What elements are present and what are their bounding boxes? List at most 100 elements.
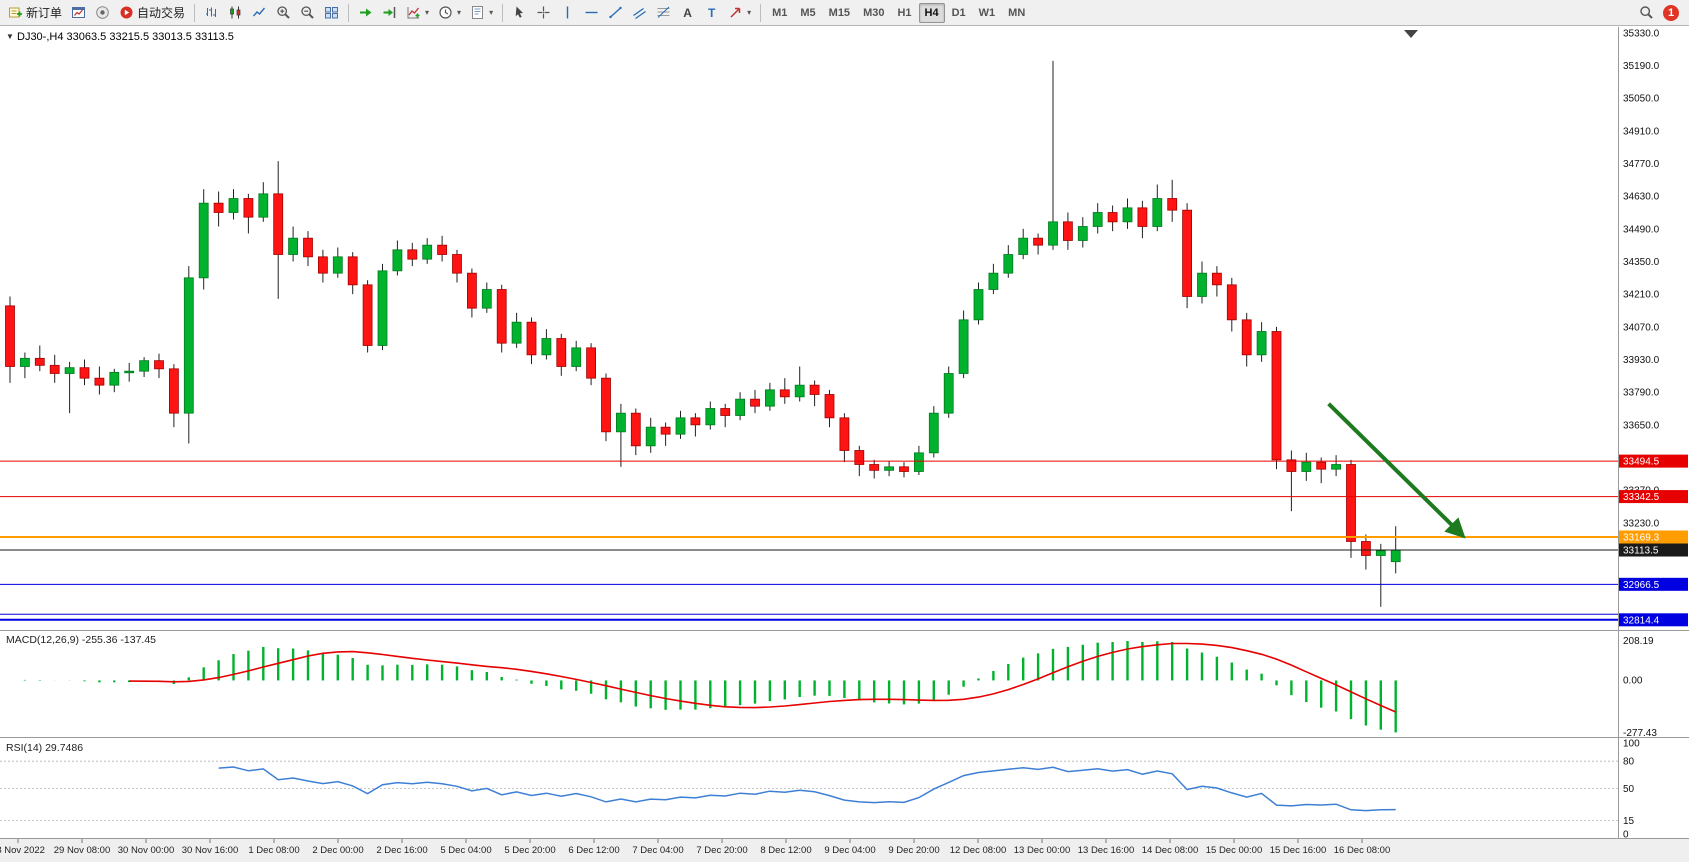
price-tick: 35050.0 <box>1623 94 1660 105</box>
fibonacci-button[interactable] <box>652 1 675 25</box>
price-tick: 34070.0 <box>1623 322 1660 333</box>
channel-button[interactable] <box>628 1 651 25</box>
time-tick: 9 Dec 20:00 <box>888 845 939 856</box>
horizontal-line-button[interactable] <box>580 1 603 25</box>
bar-chart-button[interactable] <box>200 1 223 25</box>
auto-scroll-icon <box>358 5 373 20</box>
timeframe-w1-button[interactable]: W1 <box>978 6 996 19</box>
timeframe-d1-button[interactable]: D1 <box>951 6 966 19</box>
channel-icon <box>632 5 647 20</box>
price-label: 32814.4 <box>1623 615 1660 626</box>
toolbar-separator <box>194 3 196 22</box>
macd-tick: 0.00 <box>1623 675 1643 686</box>
time-tick: 8 Dec 12:00 <box>760 845 811 856</box>
vline-icon <box>560 5 575 20</box>
hline-icon <box>584 5 599 20</box>
price-label: 33169.3 <box>1623 532 1660 543</box>
time-tick: 2 Dec 00:00 <box>312 845 363 856</box>
collapse-triangle-icon[interactable]: ▼ <box>6 32 14 41</box>
tile-windows-button[interactable] <box>320 1 343 25</box>
time-tick: 6 Dec 12:00 <box>568 845 619 856</box>
price-label: 33342.5 <box>1623 492 1660 503</box>
zoom-in-button[interactable] <box>272 1 295 25</box>
time-tick: 7 Dec 04:00 <box>632 845 683 856</box>
price-tick: 33790.0 <box>1623 388 1660 399</box>
chevron-down-icon[interactable]: ▾ <box>489 8 494 17</box>
vertical-line-button[interactable] <box>556 1 579 25</box>
cursor-button[interactable] <box>508 1 531 25</box>
chevron-down-icon[interactable]: ▾ <box>457 8 462 17</box>
rsi-tick: 0 <box>1623 830 1629 841</box>
toolbar-separator <box>760 3 762 22</box>
arrows-button[interactable]: ▾ <box>724 1 755 25</box>
indicators-button[interactable]: ▾ <box>402 1 433 25</box>
auto-scroll-button[interactable] <box>354 1 377 25</box>
time-tick: 1 Dec 08:00 <box>248 845 299 856</box>
time-tick: 7 Dec 20:00 <box>696 845 747 856</box>
time-tick: 13 Dec 00:00 <box>1014 845 1071 856</box>
bars-icon <box>204 5 219 20</box>
trendline-button[interactable] <box>604 1 627 25</box>
time-axis[interactable] <box>0 839 1689 862</box>
line-chart-button[interactable] <box>248 1 271 25</box>
auto-trading-button-label: 自动交易 <box>137 6 186 20</box>
trend-arrow-annotation[interactable] <box>1327 402 1466 539</box>
new-order-button-label: 新订单 <box>26 6 63 20</box>
candlestick-chart-button[interactable] <box>224 1 247 25</box>
price-tick: 34350.0 <box>1623 257 1660 268</box>
chevron-down-icon[interactable]: ▾ <box>425 8 430 17</box>
time-tick: 14 Dec 08:00 <box>1142 845 1199 856</box>
line-chart-icon <box>252 5 267 20</box>
timeframe-h4-button[interactable]: H4 <box>918 2 945 23</box>
metaeditor-button[interactable] <box>91 1 114 25</box>
price-chart[interactable]: 35330.0 35190.0 35050.0 34910.0 34770.0 34630… <box>0 27 1689 862</box>
time-tick: 5 Dec 04:00 <box>440 845 491 856</box>
macd-tick: 208.19 <box>1623 636 1654 647</box>
timeframe-m1-button[interactable]: M1 <box>772 6 788 19</box>
auto-trading-button[interactable]: 自动交易 <box>115 1 189 25</box>
time-tick: 15 Dec 16:00 <box>1270 845 1327 856</box>
price-tick: 34490.0 <box>1623 224 1660 235</box>
chevron-down-icon[interactable]: ▾ <box>747 8 752 17</box>
timeframe-m15-button[interactable]: M15 <box>828 6 851 19</box>
chart-shift-button[interactable] <box>378 1 401 25</box>
crosshair-button[interactable] <box>532 1 555 25</box>
new-chart-button[interactable] <box>67 1 90 25</box>
chart-title: DJ30-,H4 33063.5 33215.5 33013.5 33113.5 <box>17 31 234 43</box>
chart-shift-icon <box>382 5 397 20</box>
svg-text:T: T <box>708 6 716 20</box>
macd-histogram <box>23 641 1397 733</box>
price-tick: 34910.0 <box>1623 126 1660 137</box>
zoom-out-icon <box>300 5 315 20</box>
zoom-out-button[interactable] <box>296 1 319 25</box>
timeframe-h1-button[interactable]: H1 <box>897 6 912 19</box>
timeframe-mn-button[interactable]: MN <box>1008 6 1026 19</box>
toolbar-separator <box>348 3 350 22</box>
toolbar-separator <box>502 3 504 22</box>
new-chart-icon <box>71 5 86 20</box>
rsi-line <box>218 766 1396 812</box>
price-label-box <box>1619 543 1688 557</box>
text-icon: A <box>680 5 695 20</box>
price-tick: 33930.0 <box>1623 355 1660 366</box>
templates-button[interactable]: ▾ <box>466 1 497 25</box>
time-tick: 30 Nov 00:00 <box>118 845 175 856</box>
chart-area: 35330.0 35190.0 35050.0 34910.0 34770.0 34630… <box>0 27 1689 862</box>
text-button[interactable]: A <box>676 1 699 25</box>
notification-badge[interactable]: 1 <box>1663 4 1679 21</box>
rsi-tick: 50 <box>1623 784 1635 795</box>
price-tick: 34630.0 <box>1623 192 1660 203</box>
periods-button[interactable]: ▾ <box>434 1 465 25</box>
clock-icon <box>438 5 453 20</box>
text-label-button[interactable]: T <box>700 1 723 25</box>
search-button[interactable] <box>1635 1 1658 25</box>
price-tick: 33650.0 <box>1623 420 1660 431</box>
search-icon <box>1639 5 1654 20</box>
macd-tick: -277.43 <box>1623 728 1657 739</box>
macd-signal-line <box>129 642 1397 713</box>
rsi-tick: 15 <box>1623 816 1635 827</box>
timeframe-m5-button[interactable]: M5 <box>800 6 816 19</box>
chart-shift-marker[interactable] <box>1404 30 1418 38</box>
timeframe-m30-button[interactable]: M30 <box>863 6 885 19</box>
new-order-button[interactable]: 新订单 <box>4 1 66 25</box>
